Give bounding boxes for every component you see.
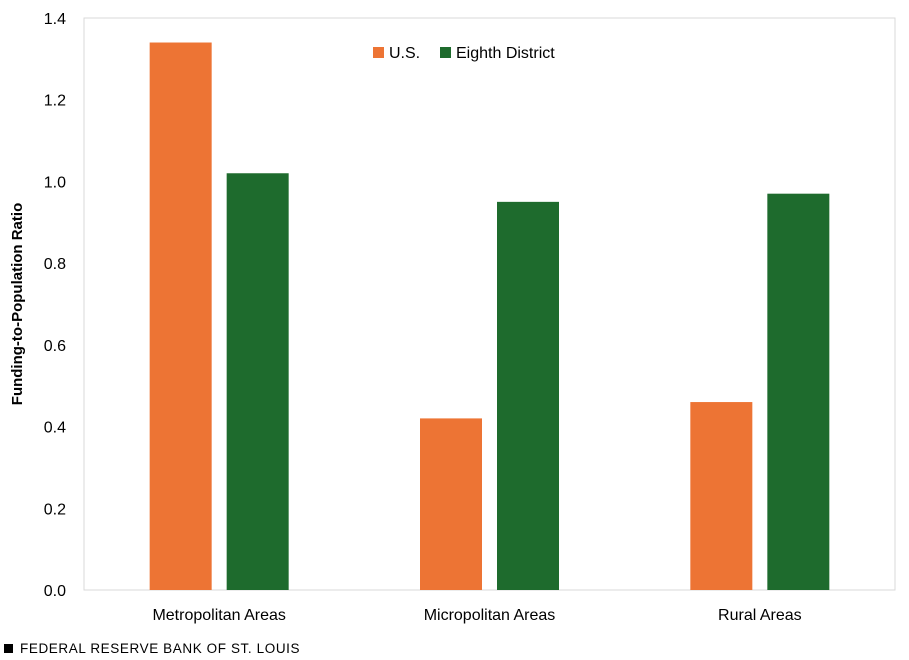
legend: U.S. Eighth District [373,45,555,62]
footer-source: FEDERAL RESERVE BANK OF ST. LOUIS [4,641,300,656]
x-tick-label: Metropolitan Areas [152,607,285,624]
y-tick-label: 1.2 [44,93,66,110]
y-tick-label: 1.4 [44,11,66,28]
bar [497,201,559,590]
x-axis-labels: Metropolitan Areas Micropolitan Areas Rura… [152,607,801,624]
y-tick-label: 0.0 [44,583,66,600]
y-axis-label: Funding-to-Population Ratio [9,203,26,405]
footer-square-icon [4,644,13,653]
y-tick-label: 0.8 [44,256,66,273]
y-tick-label: 1.0 [44,174,66,191]
y-tick-label: 0.2 [44,501,66,518]
bar [767,193,830,590]
plot-area [83,17,896,591]
bars-group [149,42,830,591]
legend-label: U.S. [389,45,420,62]
footer-text: FEDERAL RESERVE BANK OF ST. LOUIS [20,641,301,656]
legend-swatch [440,47,451,58]
bar [226,173,289,590]
x-tick-label: Micropolitan Areas [424,607,556,624]
x-tick-label: Rural Areas [718,607,802,624]
bar [690,402,753,590]
bar [149,42,212,591]
y-axis-ticks: 0.0 0.2 0.4 0.6 0.8 1.0 1.2 1.4 [44,11,66,600]
y-tick-label: 0.6 [44,338,66,355]
y-tick-label: 0.4 [44,420,66,437]
bar [420,418,482,590]
legend-label: Eighth District [456,45,555,62]
legend-swatch [373,47,384,58]
